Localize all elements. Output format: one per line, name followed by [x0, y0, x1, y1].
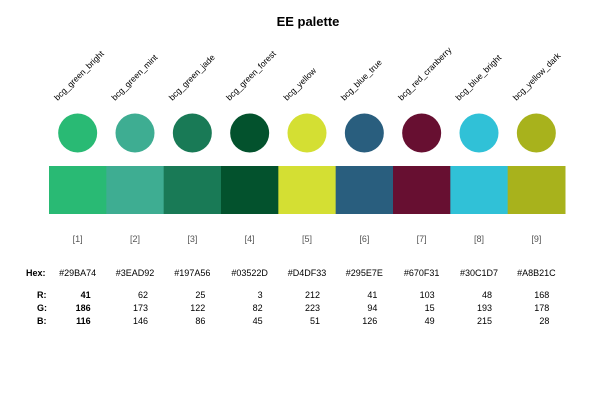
- color-swatch-3: [163, 166, 222, 214]
- color-index-9: [9]: [531, 234, 541, 244]
- r-value-1: 41: [81, 290, 91, 300]
- color-circle-7: [402, 113, 442, 153]
- r-value-9: 168: [534, 290, 549, 300]
- color-name-2: bcg_green_mint: [109, 52, 160, 103]
- color-swatch-1: [49, 166, 107, 214]
- r-value-7: 103: [420, 290, 435, 300]
- color-name-9: bcg_yellow_dark: [511, 50, 563, 102]
- hex-row-label: Hex:: [26, 268, 46, 278]
- color-circle-9: [516, 113, 556, 153]
- color-name-labels: bcg_green_bright bcg_green_mint bcg_green_…: [52, 44, 563, 102]
- b-value-3: 86: [195, 316, 205, 326]
- color-swatch-9: [507, 166, 566, 214]
- g-value-9: 178: [534, 303, 549, 313]
- b-value-5: 51: [310, 316, 320, 326]
- color-swatch-5: [278, 166, 337, 214]
- b-value-2: 146: [133, 316, 148, 326]
- rgb-values: 41 186 116 62 173 146 25 122 86 3 82 45 212 223 51 41 94…: [76, 290, 550, 326]
- color-circle-6: [344, 113, 384, 153]
- color-name-8: bcg_blue_bright: [453, 52, 503, 102]
- hex-value-1: #29BA74: [59, 268, 96, 278]
- color-circles: [58, 113, 556, 153]
- r-value-3: 25: [195, 290, 205, 300]
- color-name-4: bcg_green_forest: [224, 48, 278, 102]
- color-index-3: [3]: [187, 234, 197, 244]
- hex-value-8: #30C1D7: [460, 268, 498, 278]
- b-value-7: 49: [425, 316, 435, 326]
- b-value-4: 45: [253, 316, 263, 326]
- color-circle-8: [459, 113, 499, 153]
- color-circle-3: [172, 113, 212, 153]
- chart-title: EE palette: [277, 14, 340, 29]
- color-index-8: [8]: [474, 234, 484, 244]
- color-circle-5: [287, 113, 327, 153]
- g-value-1: 186: [76, 303, 91, 313]
- color-index-labels: [1] [2] [3] [4] [5] [6] [7] [8] [9]: [73, 234, 542, 244]
- r-row-label: R:: [37, 290, 47, 300]
- color-circle-4: [230, 113, 270, 153]
- hex-value-4: #03522D: [231, 268, 268, 278]
- g-value-4: 82: [253, 303, 263, 313]
- row-labels: Hex: R: G: B:: [26, 268, 47, 326]
- color-swatch-6: [335, 166, 394, 214]
- b-value-9: 28: [539, 316, 549, 326]
- r-value-2: 62: [138, 290, 148, 300]
- color-circle-2: [115, 113, 155, 153]
- color-swatch-2: [106, 166, 165, 214]
- g-value-3: 122: [190, 303, 205, 313]
- g-value-7: 15: [425, 303, 435, 313]
- g-value-2: 173: [133, 303, 148, 313]
- r-value-4: 3: [258, 290, 263, 300]
- color-circle-1: [58, 113, 98, 153]
- hex-value-7: #670F31: [404, 268, 440, 278]
- color-index-6: [6]: [359, 234, 369, 244]
- g-row-label: G:: [37, 303, 47, 313]
- r-value-5: 212: [305, 290, 320, 300]
- r-value-8: 48: [482, 290, 492, 300]
- hex-value-5: #D4DF33: [288, 268, 327, 278]
- g-value-5: 223: [305, 303, 320, 313]
- b-value-1: 116: [76, 316, 91, 326]
- color-index-2: [2]: [130, 234, 140, 244]
- g-value-6: 94: [367, 303, 377, 313]
- hex-value-6: #295E7E: [346, 268, 383, 278]
- color-swatch-7: [393, 166, 451, 214]
- hex-values: #29BA74 #3EAD92 #197A56 #03522D #D4DF33 #295E…: [59, 268, 556, 278]
- color-swatches: [49, 166, 566, 214]
- color-name-5: bcg_yellow: [281, 65, 318, 102]
- r-value-6: 41: [367, 290, 377, 300]
- hex-value-9: #A8B21C: [517, 268, 556, 278]
- hex-value-2: #3EAD92: [116, 268, 155, 278]
- b-row-label: B:: [37, 316, 47, 326]
- b-value-8: 215: [477, 316, 492, 326]
- color-name-6: bcg_blue_true: [339, 57, 384, 102]
- color-index-4: [4]: [245, 234, 255, 244]
- color-index-1: [1]: [73, 234, 83, 244]
- color-swatch-8: [450, 166, 509, 214]
- g-value-8: 193: [477, 303, 492, 313]
- color-name-1: bcg_green_bright: [52, 48, 106, 102]
- color-index-5: [5]: [302, 234, 312, 244]
- hex-value-3: #197A56: [174, 268, 210, 278]
- color-name-3: bcg_green_jade: [167, 52, 217, 102]
- color-name-7: bcg_red_cranberry: [396, 44, 454, 102]
- color-index-7: [7]: [417, 234, 427, 244]
- color-swatch-4: [221, 166, 279, 214]
- b-value-6: 126: [362, 316, 377, 326]
